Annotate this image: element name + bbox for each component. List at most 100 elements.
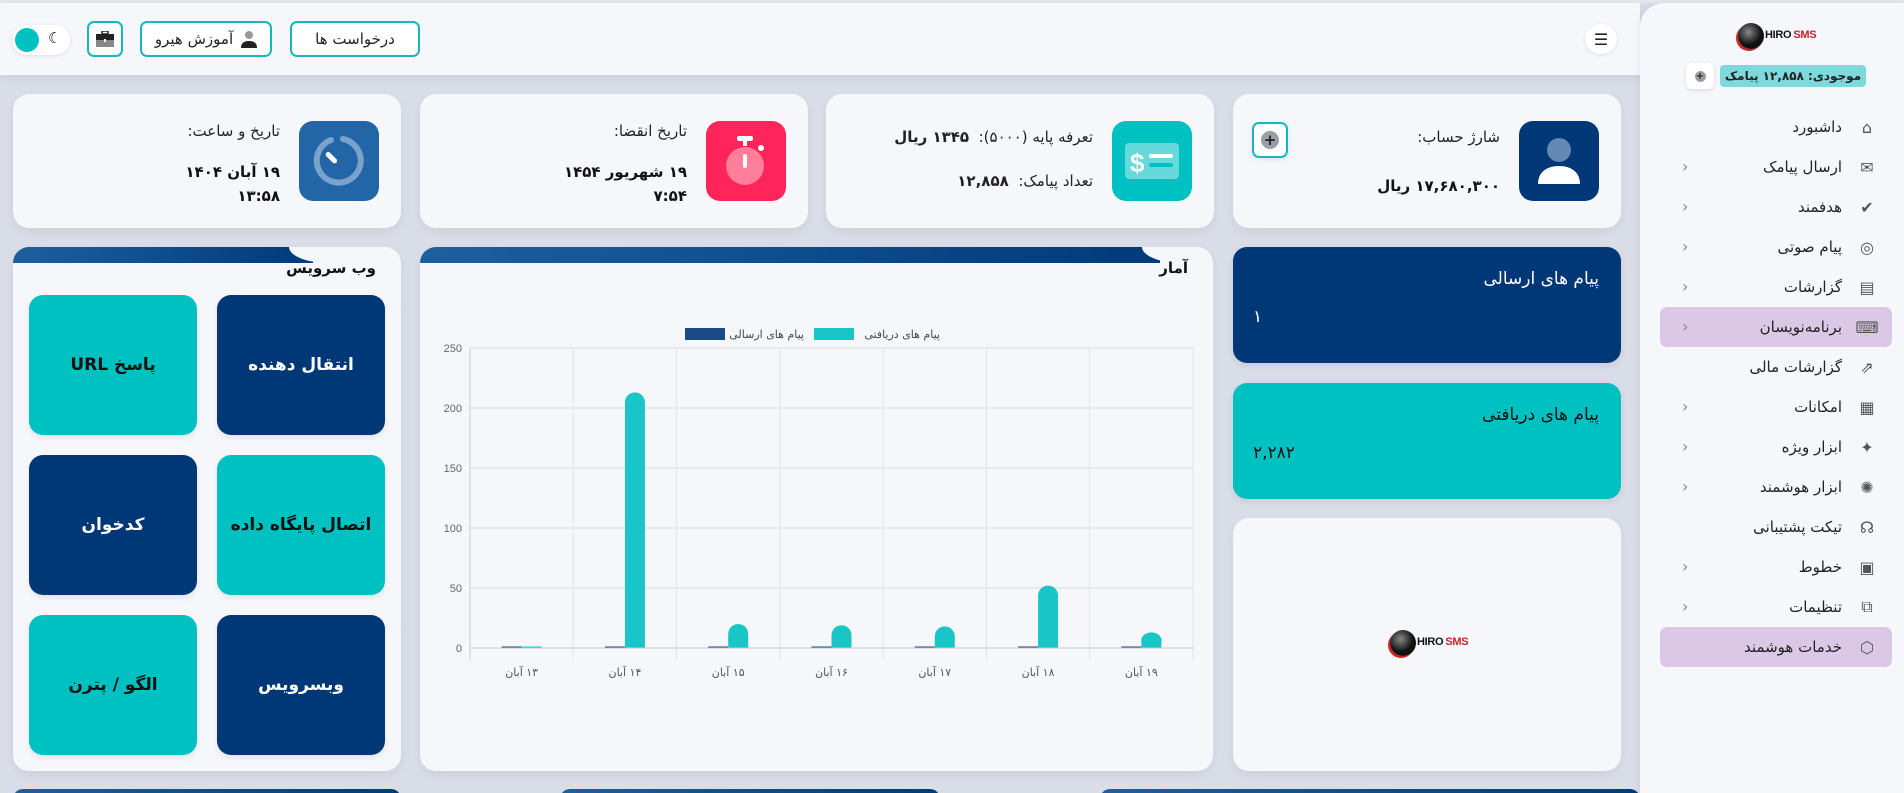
tile-database-connection[interactable]: اتصال پایگاه داده bbox=[217, 455, 385, 595]
user-icon bbox=[241, 31, 258, 48]
tile-webservice[interactable]: وبسرویس bbox=[217, 615, 385, 755]
received-messages-label: پیام های دریافتی bbox=[1482, 405, 1599, 425]
sidebar-item-12[interactable]: ⧉ تنظیمات ‹ bbox=[1660, 587, 1892, 627]
chevron-left-icon[interactable]: ‹ bbox=[1682, 237, 1689, 256]
plus-icon: + bbox=[1694, 70, 1706, 82]
chevron-left-icon[interactable]: ‹ bbox=[1682, 597, 1689, 616]
svg-text:150: 150 bbox=[444, 463, 462, 475]
sent-messages-card[interactable]: پیام های ارسالی ۱ bbox=[1233, 247, 1621, 363]
sidebar-item-3[interactable]: ◎ پیام صوتی ‹ bbox=[1660, 227, 1892, 267]
sidebar-item-8[interactable]: ✦ ابزار ویژه ‹ bbox=[1660, 427, 1892, 467]
tile-label: پاسخ URL bbox=[70, 355, 156, 375]
account-charge-card: شارژ حساب: ۱۷,۶۸۰,۳۰۰ ریال + bbox=[1233, 94, 1621, 228]
svg-text:100: 100 bbox=[444, 523, 462, 535]
hamburger-icon: ☰ bbox=[1593, 29, 1609, 49]
tile-label: الگو / پترن bbox=[68, 675, 158, 695]
money-icon: $ bbox=[1125, 143, 1179, 179]
chevron-left-icon[interactable]: ‹ bbox=[1682, 277, 1689, 296]
sidebar-item-label: امکانات bbox=[1794, 398, 1842, 416]
hiro-training-button[interactable]: آموزش هیرو bbox=[140, 21, 272, 57]
svg-text:پیام های دریافتی: پیام های دریافتی bbox=[864, 328, 940, 341]
svg-text:۱۹ آبان: ۱۹ آبان bbox=[1125, 665, 1158, 679]
logo-card: HIRO SMS bbox=[1233, 518, 1621, 771]
sidebar-item-13[interactable]: ⬡ خدمات هوشمند bbox=[1660, 627, 1892, 667]
settings-sliders-icon: ⧉ bbox=[1861, 597, 1873, 616]
add-balance-button[interactable]: + bbox=[1686, 63, 1714, 89]
chevron-left-icon[interactable]: ‹ bbox=[1682, 437, 1689, 456]
bottom-card-header bbox=[1100, 789, 1640, 793]
requests-label: درخواست ها bbox=[315, 30, 395, 48]
plus-icon: + bbox=[1261, 131, 1279, 149]
svg-text:پیام های ارسالی: پیام های ارسالی bbox=[729, 328, 804, 341]
sidebar-nav: ⌂ داشبورد ✉ ارسال پیامک ‹ ✔ هدفمند ‹ ◎ پیام صوتی ‹… bbox=[1660, 107, 1892, 667]
developer-icon: ⌨ bbox=[1855, 317, 1879, 337]
svg-text:200: 200 bbox=[444, 403, 462, 415]
chevron-left-icon[interactable]: ‹ bbox=[1682, 557, 1689, 576]
sidebar-item-4[interactable]: ▤ گزارشات ‹ bbox=[1660, 267, 1892, 307]
svg-text:۱۸ آبان: ۱۸ آبان bbox=[1022, 665, 1055, 679]
stopwatch-icon bbox=[726, 136, 764, 185]
hiro-sms-logo: HIRO SMS bbox=[1390, 626, 1469, 662]
lightbulb-icon: ✺ bbox=[1860, 477, 1874, 497]
sms-count-value: ۱۲,۸۵۸ bbox=[957, 172, 1009, 190]
sidebar-item-label: تیکت پشتیبانی bbox=[1753, 518, 1842, 536]
tariff-card: $ تعرفه پایه (۵۰۰۰): ۱۳۴۵ ریال تعداد پیا… bbox=[826, 94, 1214, 228]
received-messages-value: ۲,۲۸۲ bbox=[1253, 443, 1295, 463]
menu-toggle-button[interactable]: ☰ bbox=[1585, 24, 1617, 54]
moon-icon: ☾ bbox=[48, 29, 62, 47]
expiry-card: تاریخ انقضا: ۱۹ شهریور ۱۴۵۴ ۷:۵۴ bbox=[420, 94, 808, 228]
sidebar-item-label: تنظیمات bbox=[1789, 598, 1842, 616]
sidebar-item-label: ابزار ویژه bbox=[1781, 438, 1842, 456]
sidebar-item-10[interactable]: ☊ تیکت پشتیبانی bbox=[1660, 507, 1892, 547]
chevron-left-icon[interactable]: ‹ bbox=[1682, 477, 1689, 496]
tile-label: انتقال دهنده bbox=[248, 355, 354, 375]
base-tariff-label: تعرفه پایه (۵۰۰۰): bbox=[978, 128, 1093, 146]
requests-button[interactable]: درخواست ها bbox=[290, 21, 420, 57]
chevron-left-icon[interactable]: ‹ bbox=[1682, 157, 1689, 176]
sidebar-item-1[interactable]: ✉ ارسال پیامک ‹ bbox=[1660, 147, 1892, 187]
sidebar: HIRO SMS + موجودی: ۱۲,۸۵۸ پیامک ⌂ داشبورد ✉… bbox=[1640, 3, 1904, 793]
svg-text:0: 0 bbox=[456, 643, 462, 655]
datetime-title: تاریخ و ساعت: bbox=[187, 122, 281, 140]
sidebar-item-11[interactable]: ▣ خطوط ‹ bbox=[1660, 547, 1892, 587]
svg-text:۱۶ آبان: ۱۶ آبان bbox=[815, 665, 848, 679]
tile-url-response[interactable]: پاسخ URL bbox=[29, 295, 197, 435]
theme-toggle[interactable]: ☾ bbox=[12, 25, 70, 55]
stats-chart-card: آمار 0 50 100 150 200 250 ۱۳ آبان ۱۴ آبان ۱۵ آبا… bbox=[420, 247, 1213, 771]
sms-balance-badge: موجودی: ۱۲,۸۵۸ پیامک bbox=[1720, 65, 1866, 87]
tile-label: کدخوان bbox=[81, 515, 145, 535]
add-charge-button[interactable]: + bbox=[1252, 122, 1288, 158]
sidebar-item-label: هدفمند bbox=[1797, 198, 1842, 216]
features-icon: ▦ bbox=[1859, 397, 1875, 417]
sms-icon: ✉ bbox=[1860, 157, 1874, 177]
tile-pattern[interactable]: الگو / پترن bbox=[29, 615, 197, 755]
sidebar-item-5[interactable]: ⌨ برنامه‌نویسان ‹ bbox=[1660, 307, 1892, 347]
sparkle-icon: ✦ bbox=[1860, 437, 1874, 457]
sidebar-item-0[interactable]: ⌂ داشبورد bbox=[1660, 107, 1892, 147]
briefcase-button[interactable] bbox=[87, 21, 123, 57]
sidebar-item-2[interactable]: ✔ هدفمند ‹ bbox=[1660, 187, 1892, 227]
box-icon: ⬡ bbox=[1860, 637, 1874, 657]
sidebar-item-9[interactable]: ✺ ابزار هوشمند ‹ bbox=[1660, 467, 1892, 507]
sidebar-item-label: خدمات هوشمند bbox=[1744, 638, 1842, 656]
top-border bbox=[0, 0, 1904, 3]
tile-code-reader[interactable]: کدخوان bbox=[29, 455, 197, 595]
webservice-card: وب سرویس انتقال دهنده پاسخ URL اتصال پای… bbox=[13, 247, 401, 771]
sidebar-item-7[interactable]: ▦ امکانات ‹ bbox=[1660, 387, 1892, 427]
svg-text:۱۴ آبان: ۱۴ آبان bbox=[608, 665, 641, 679]
card-header-wave bbox=[13, 247, 401, 263]
sim-card-icon: ▣ bbox=[1859, 557, 1875, 577]
svg-text:250: 250 bbox=[444, 343, 462, 355]
targeted-message-icon: ✔ bbox=[1860, 197, 1874, 217]
home-icon: ⌂ bbox=[1861, 117, 1873, 137]
base-tariff-row: تعرفه پایه (۵۰۰۰): ۱۳۴۵ ریال bbox=[894, 128, 1093, 146]
tile-forwarder[interactable]: انتقال دهنده bbox=[217, 295, 385, 435]
chevron-left-icon[interactable]: ‹ bbox=[1682, 397, 1689, 416]
chevron-left-icon[interactable]: ‹ bbox=[1682, 197, 1689, 216]
sidebar-item-6[interactable]: ⇗ گزارشات مالی bbox=[1660, 347, 1892, 387]
expiry-date-value: ۱۹ شهریور ۱۴۵۴ bbox=[563, 163, 687, 181]
sidebar-item-label: ابزار هوشمند bbox=[1759, 478, 1842, 496]
received-messages-card[interactable]: پیام های دریافتی ۲,۲۸۲ bbox=[1233, 383, 1621, 499]
account-icon-box bbox=[1519, 121, 1599, 201]
chevron-left-icon[interactable]: ‹ bbox=[1682, 317, 1689, 336]
